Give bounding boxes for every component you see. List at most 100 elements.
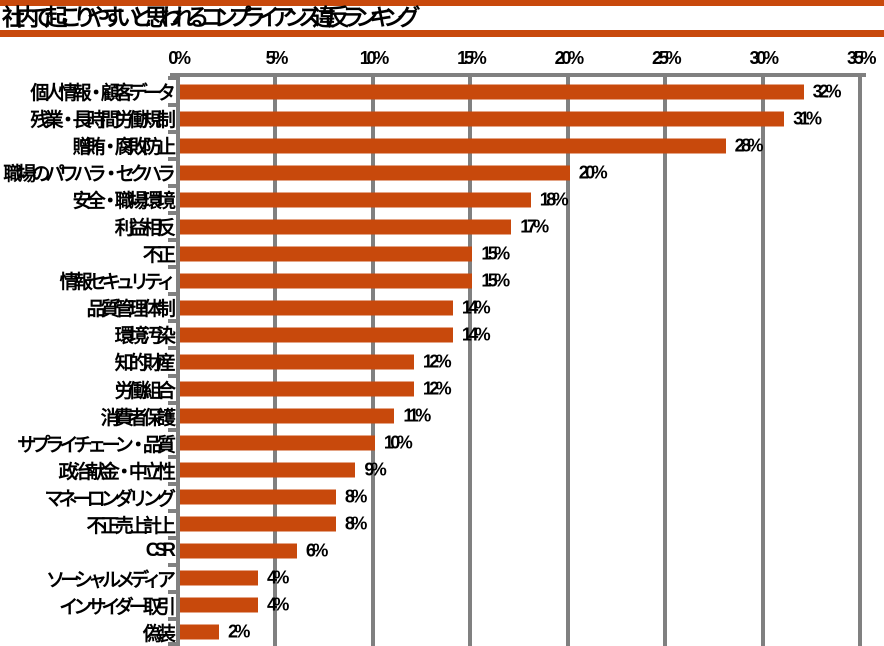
value-label: 18% [539, 189, 569, 210]
bar-rows: 個人情報・顧客データ 32% 残業・長時間労働規制 31% 贈賄・腐敗防止 28… [0, 78, 884, 646]
bar [180, 165, 570, 181]
category-label: 消費者保護 [100, 407, 176, 429]
x-axis-tick-label: 0% [168, 48, 191, 68]
category-tick [168, 400, 178, 405]
bar [180, 354, 414, 370]
bar [180, 489, 336, 505]
bar-row: 個人情報・顧客データ 32% [0, 78, 884, 105]
category-tick [168, 642, 178, 646]
bar-row: 偽装 2% [0, 619, 884, 646]
x-axis-tick-label: 20% [554, 48, 585, 68]
category-label: 安全・職場環境 [72, 191, 176, 213]
bar [180, 543, 297, 559]
category-tick [168, 76, 178, 80]
bar-row: 贈賄・腐敗防止 28% [0, 132, 884, 159]
value-label: 8% [344, 513, 367, 534]
bar [180, 327, 453, 343]
value-label: 17% [520, 216, 549, 237]
category-label: 偽装 [142, 623, 176, 645]
x-axis-tick-label: 30% [749, 48, 780, 68]
category-label: サプライチェーン・品質 [17, 434, 176, 456]
bar [180, 597, 258, 613]
bar-row: 不正売上計上 8% [0, 511, 884, 538]
title-underline-rule [0, 30, 884, 37]
bar [180, 624, 219, 640]
category-tick [168, 481, 178, 486]
gridline [760, 75, 765, 646]
value-label: 9% [364, 459, 386, 480]
bar [180, 408, 395, 424]
category-tick [168, 454, 178, 459]
bar [180, 84, 804, 100]
category-tick [168, 373, 178, 378]
bar [180, 435, 375, 451]
bar-row: 品質管理体制 14% [0, 294, 884, 321]
category-label: 知的財産 [114, 353, 176, 375]
value-label: 28% [734, 135, 764, 156]
category-tick [168, 130, 178, 135]
category-tick [168, 265, 178, 270]
value-label: 12% [422, 378, 452, 399]
bar [180, 111, 785, 127]
value-label: 31% [793, 108, 822, 129]
bar-row: 残業・長時間労働規制 31% [0, 105, 884, 132]
category-label: CSR [145, 540, 176, 562]
bar-row: 利益相反 17% [0, 213, 884, 240]
bar-row: 消費者保護 11% [0, 403, 884, 430]
category-tick [168, 319, 178, 324]
value-label: 8% [344, 486, 367, 507]
value-label: 15% [481, 270, 510, 291]
category-label: 個人情報・顧客データ [30, 83, 176, 105]
bar-row: 労働組合 12% [0, 376, 884, 403]
category-label: 品質管理体制 [86, 299, 176, 321]
x-axis-line [170, 73, 866, 77]
category-label: 政治献金・中立性 [58, 461, 176, 483]
gridline [663, 75, 668, 646]
value-label: 15% [481, 243, 510, 264]
bar-row: 政治献金・中立性 9% [0, 457, 884, 484]
gridline [176, 75, 180, 646]
category-label: 情報セキュリティ [59, 272, 176, 294]
category-tick [168, 535, 178, 540]
value-label: 14% [461, 297, 491, 318]
bar-row: 情報セキュリティ 15% [0, 267, 884, 294]
category-label: 残業・長時間労働規制 [30, 110, 176, 132]
category-tick [168, 184, 178, 189]
category-label: マネーロンダリング [44, 488, 175, 510]
bar [180, 246, 473, 262]
category-tick [168, 508, 178, 513]
bar [180, 462, 356, 478]
chart-title: 社内で起こりやすいと思われるコンプライアンス違反ランキング [2, 4, 420, 30]
category-tick [168, 292, 178, 297]
bar [180, 219, 512, 235]
gridline [468, 75, 473, 646]
category-label: 環境汚染 [114, 326, 176, 348]
x-axis-tick-label: 10% [359, 48, 390, 68]
category-tick [168, 103, 178, 108]
bar-row: サプライチェーン・品質 10% [0, 430, 884, 457]
value-label: 11% [403, 405, 431, 426]
value-label: 4% [266, 567, 289, 588]
category-tick [168, 157, 178, 162]
bar-row: マネーロンダリング 8% [0, 484, 884, 511]
bar [180, 300, 453, 316]
bar [180, 192, 531, 208]
category-label: 職場のパワハラ・セクハラ [3, 164, 176, 186]
category-label: インサイダー取引 [59, 596, 176, 618]
bar-row: インサイダー取引 4% [0, 592, 884, 619]
category-label: 不正売上計上 [86, 515, 176, 537]
bar-row: 不正 15% [0, 240, 884, 267]
bar [180, 273, 473, 289]
bar [180, 381, 414, 397]
category-label: 不正 [142, 245, 176, 267]
bar-row: 環境汚染 14% [0, 321, 884, 348]
category-label: 労働組合 [114, 380, 176, 402]
x-axis-tick-label: 5% [265, 48, 289, 68]
category-label: ソーシャルメディア [46, 569, 176, 591]
value-label: 2% [227, 621, 250, 642]
bar-row: CSR 6% [0, 538, 884, 565]
value-label: 14% [461, 324, 491, 345]
value-label: 6% [305, 540, 328, 561]
